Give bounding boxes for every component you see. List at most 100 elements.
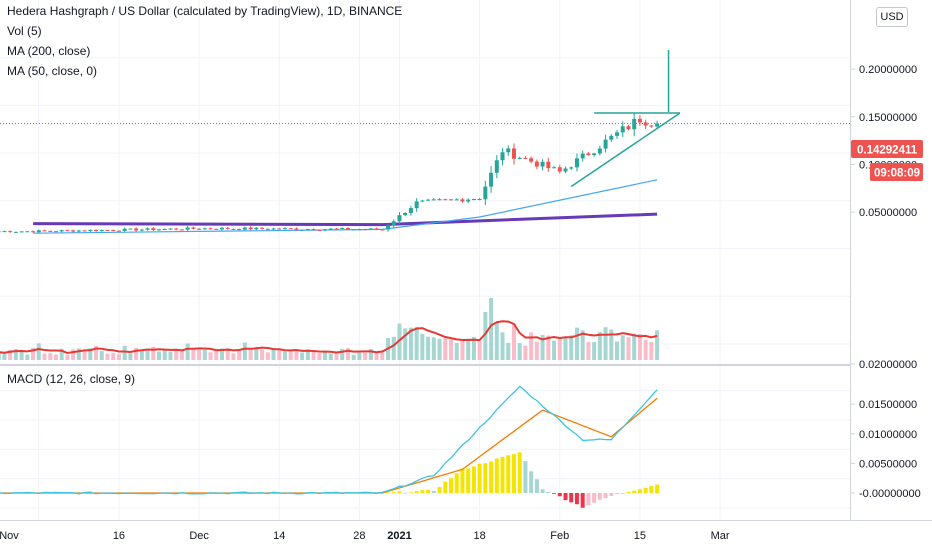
candle-body [317, 230, 322, 232]
candle [511, 143, 516, 165]
volume-bar [134, 347, 139, 360]
volume-bar [13, 349, 18, 360]
volume-bar [202, 349, 207, 360]
macd-hist-bar [540, 489, 545, 493]
candle [426, 198, 431, 202]
candle-body [157, 229, 162, 231]
candle [397, 211, 402, 225]
macd-hist-bar [414, 491, 419, 493]
candle-body [569, 167, 574, 169]
candle-body [500, 152, 505, 161]
candle [420, 199, 425, 203]
macd-hist-bar [655, 484, 660, 493]
candle-body [454, 199, 459, 201]
candle [277, 227, 282, 230]
volume-bar [552, 340, 557, 360]
macd-hist-bar [437, 487, 442, 493]
currency-button[interactable]: USD [876, 7, 908, 27]
volume-bar [345, 348, 350, 360]
volume-bar [609, 329, 614, 360]
volume-bar [254, 346, 259, 360]
volume-bar [94, 345, 99, 360]
candle-body [563, 168, 568, 172]
volume-bar [59, 348, 64, 360]
candle-body [494, 160, 499, 173]
candle [76, 229, 81, 233]
candle-body [13, 231, 18, 233]
legend-macd[interactable]: MACD (12, 26, close, 9) [7, 372, 136, 386]
volume-bar [271, 347, 276, 360]
legend-ma50[interactable]: MA (50, close, 0) [7, 64, 98, 78]
volume-bar [179, 349, 184, 360]
volume-bar [443, 338, 448, 360]
volume-bar [540, 334, 545, 360]
macd-hist-bar [552, 493, 557, 494]
volume-bar [231, 353, 236, 360]
chart-title: Hedera Hashgraph / US Dollar (calculated… [7, 4, 403, 18]
candle [363, 228, 368, 231]
candle [271, 227, 276, 231]
volume-bar [580, 330, 585, 360]
volume-bar [534, 341, 539, 360]
price-tick-label: 0.20000000 [859, 64, 917, 76]
volume-bar [615, 341, 620, 360]
price-axis[interactable]: 0.200000000.150000000.100000000.05000000… [850, 64, 921, 500]
volume-bar [511, 323, 516, 360]
volume-bar [500, 332, 505, 360]
volume-bar [105, 353, 110, 360]
legend-volume[interactable]: Vol (5) [7, 24, 42, 38]
candle [197, 228, 202, 230]
volume-bar [25, 354, 30, 360]
legend-ma200[interactable]: MA (200, close) [7, 44, 91, 58]
time-axis[interactable]: Nov 16 Dec 14 28 2021 18 Feb 15 Mar [0, 530, 730, 542]
candle-body [151, 228, 156, 231]
candle [99, 229, 104, 232]
candle [128, 228, 133, 230]
candle [202, 227, 207, 230]
volume-bar [53, 354, 58, 360]
macd-tick-label: 0.01500000 [859, 399, 917, 411]
time-tick-label: Nov [0, 530, 19, 542]
candle-body [380, 229, 385, 231]
volume-bar [323, 350, 328, 360]
candle [208, 227, 213, 230]
macd-hist-bar [391, 492, 396, 493]
candle [580, 150, 585, 162]
macd-hist-bar [449, 478, 453, 493]
candle-body [443, 199, 448, 201]
candle [563, 166, 568, 174]
candle [592, 152, 597, 157]
volume-bar [237, 350, 242, 360]
macd-hist-bar [597, 493, 602, 500]
candle [643, 119, 648, 130]
volume-bar [420, 333, 425, 360]
candle-body [580, 153, 585, 159]
triangle-drawing[interactable] [570, 50, 681, 188]
candle-body [197, 228, 202, 230]
candle [500, 148, 505, 166]
candle [345, 227, 350, 231]
macd-hist-bar [500, 456, 505, 493]
macd-hist-bar [443, 481, 448, 493]
candle [134, 227, 139, 232]
macd-hist-bar [592, 493, 597, 503]
volume-bar [157, 351, 162, 360]
volume-bar [603, 327, 608, 360]
macd-hist-bar [386, 492, 391, 494]
macd-hist-bar [426, 489, 431, 493]
volume-bar [162, 349, 167, 360]
volume-bar [311, 352, 316, 360]
candle [357, 228, 362, 231]
volume-bar [586, 341, 591, 360]
candle [471, 198, 476, 201]
candle-body [105, 229, 110, 231]
volume-bar [88, 348, 93, 360]
price-tick-label: 0.05000000 [859, 207, 917, 219]
volume-bar [242, 342, 247, 360]
support-line[interactable] [570, 112, 681, 188]
candle [48, 230, 53, 232]
volume-bar [116, 354, 121, 360]
volume-bar [368, 348, 373, 360]
candle [494, 155, 499, 179]
